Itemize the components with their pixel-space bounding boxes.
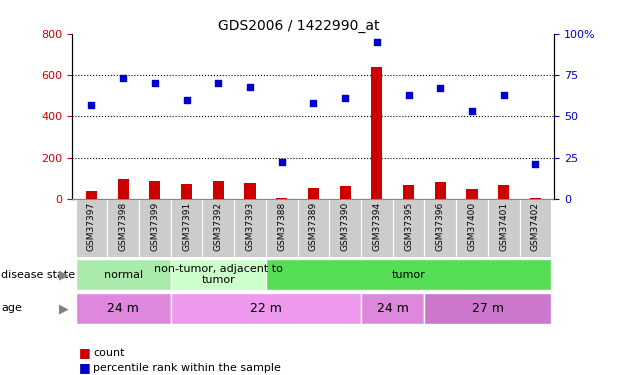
Text: GSM37398: GSM37398 bbox=[118, 202, 128, 251]
Text: GSM37392: GSM37392 bbox=[214, 202, 223, 251]
Bar bbox=[266, 199, 297, 257]
Bar bbox=[456, 199, 488, 257]
Bar bbox=[425, 293, 551, 324]
Text: ■: ■ bbox=[79, 346, 91, 359]
Text: 24 m: 24 m bbox=[107, 302, 139, 315]
Text: GSM37401: GSM37401 bbox=[499, 202, 508, 251]
Text: non-tumor, adjacent to
tumor: non-tumor, adjacent to tumor bbox=[154, 264, 283, 285]
Text: 22 m: 22 m bbox=[250, 302, 282, 315]
Bar bbox=[213, 181, 224, 199]
Bar bbox=[488, 199, 520, 257]
Bar bbox=[498, 185, 509, 199]
Bar bbox=[297, 199, 329, 257]
Text: percentile rank within the sample: percentile rank within the sample bbox=[93, 363, 281, 372]
Bar bbox=[520, 199, 551, 257]
Text: ▶: ▶ bbox=[59, 268, 68, 281]
Bar bbox=[435, 182, 446, 199]
Text: GSM37397: GSM37397 bbox=[87, 202, 96, 251]
Text: GSM37390: GSM37390 bbox=[341, 202, 350, 251]
Point bbox=[277, 159, 287, 165]
Point bbox=[435, 85, 445, 91]
Bar bbox=[139, 199, 171, 257]
Bar bbox=[171, 293, 361, 324]
Point bbox=[245, 84, 255, 90]
Text: GSM37388: GSM37388 bbox=[277, 202, 286, 251]
Text: GSM37389: GSM37389 bbox=[309, 202, 318, 251]
Point bbox=[372, 39, 382, 45]
Text: GSM37399: GSM37399 bbox=[151, 202, 159, 251]
Text: normal: normal bbox=[103, 270, 143, 280]
Bar bbox=[76, 199, 107, 257]
Bar bbox=[118, 179, 129, 199]
Bar bbox=[392, 199, 425, 257]
Text: ■: ■ bbox=[79, 361, 91, 374]
Bar bbox=[86, 190, 97, 199]
Text: ▶: ▶ bbox=[59, 302, 68, 315]
Point bbox=[498, 92, 508, 98]
Bar bbox=[76, 293, 171, 324]
Bar bbox=[181, 184, 192, 199]
Bar bbox=[171, 199, 202, 257]
Bar bbox=[266, 260, 551, 290]
Bar bbox=[76, 260, 171, 290]
Text: GSM37395: GSM37395 bbox=[404, 202, 413, 251]
Point bbox=[181, 97, 192, 103]
Bar bbox=[276, 198, 287, 199]
Bar bbox=[244, 183, 256, 199]
Point bbox=[530, 161, 541, 167]
Bar bbox=[425, 199, 456, 257]
Text: GSM37400: GSM37400 bbox=[467, 202, 476, 251]
Point bbox=[308, 100, 318, 106]
Text: GSM37391: GSM37391 bbox=[182, 202, 191, 251]
Text: 24 m: 24 m bbox=[377, 302, 409, 315]
Bar bbox=[329, 199, 361, 257]
Text: count: count bbox=[93, 348, 125, 357]
Point bbox=[86, 102, 96, 108]
Bar bbox=[202, 199, 234, 257]
Bar bbox=[466, 189, 478, 199]
Bar bbox=[371, 67, 382, 199]
Text: disease state: disease state bbox=[1, 270, 76, 280]
Point bbox=[118, 75, 129, 81]
Point bbox=[150, 80, 160, 86]
Text: GSM37393: GSM37393 bbox=[246, 202, 255, 251]
Bar bbox=[234, 199, 266, 257]
Bar bbox=[361, 199, 392, 257]
Point bbox=[214, 80, 224, 86]
Bar bbox=[530, 198, 541, 199]
Bar bbox=[403, 185, 414, 199]
Bar bbox=[361, 293, 425, 324]
Text: age: age bbox=[1, 303, 22, 313]
Bar bbox=[308, 188, 319, 199]
Text: GSM37396: GSM37396 bbox=[436, 202, 445, 251]
Bar bbox=[149, 181, 161, 199]
Bar bbox=[340, 186, 351, 199]
Bar bbox=[107, 199, 139, 257]
Title: GDS2006 / 1422990_at: GDS2006 / 1422990_at bbox=[218, 19, 380, 33]
Point bbox=[340, 95, 350, 101]
Text: 27 m: 27 m bbox=[472, 302, 504, 315]
Point bbox=[467, 108, 477, 114]
Text: GSM37394: GSM37394 bbox=[372, 202, 381, 251]
Text: GSM37402: GSM37402 bbox=[531, 202, 540, 250]
Point bbox=[403, 92, 413, 98]
Text: tumor: tumor bbox=[392, 270, 425, 280]
Bar bbox=[171, 260, 266, 290]
